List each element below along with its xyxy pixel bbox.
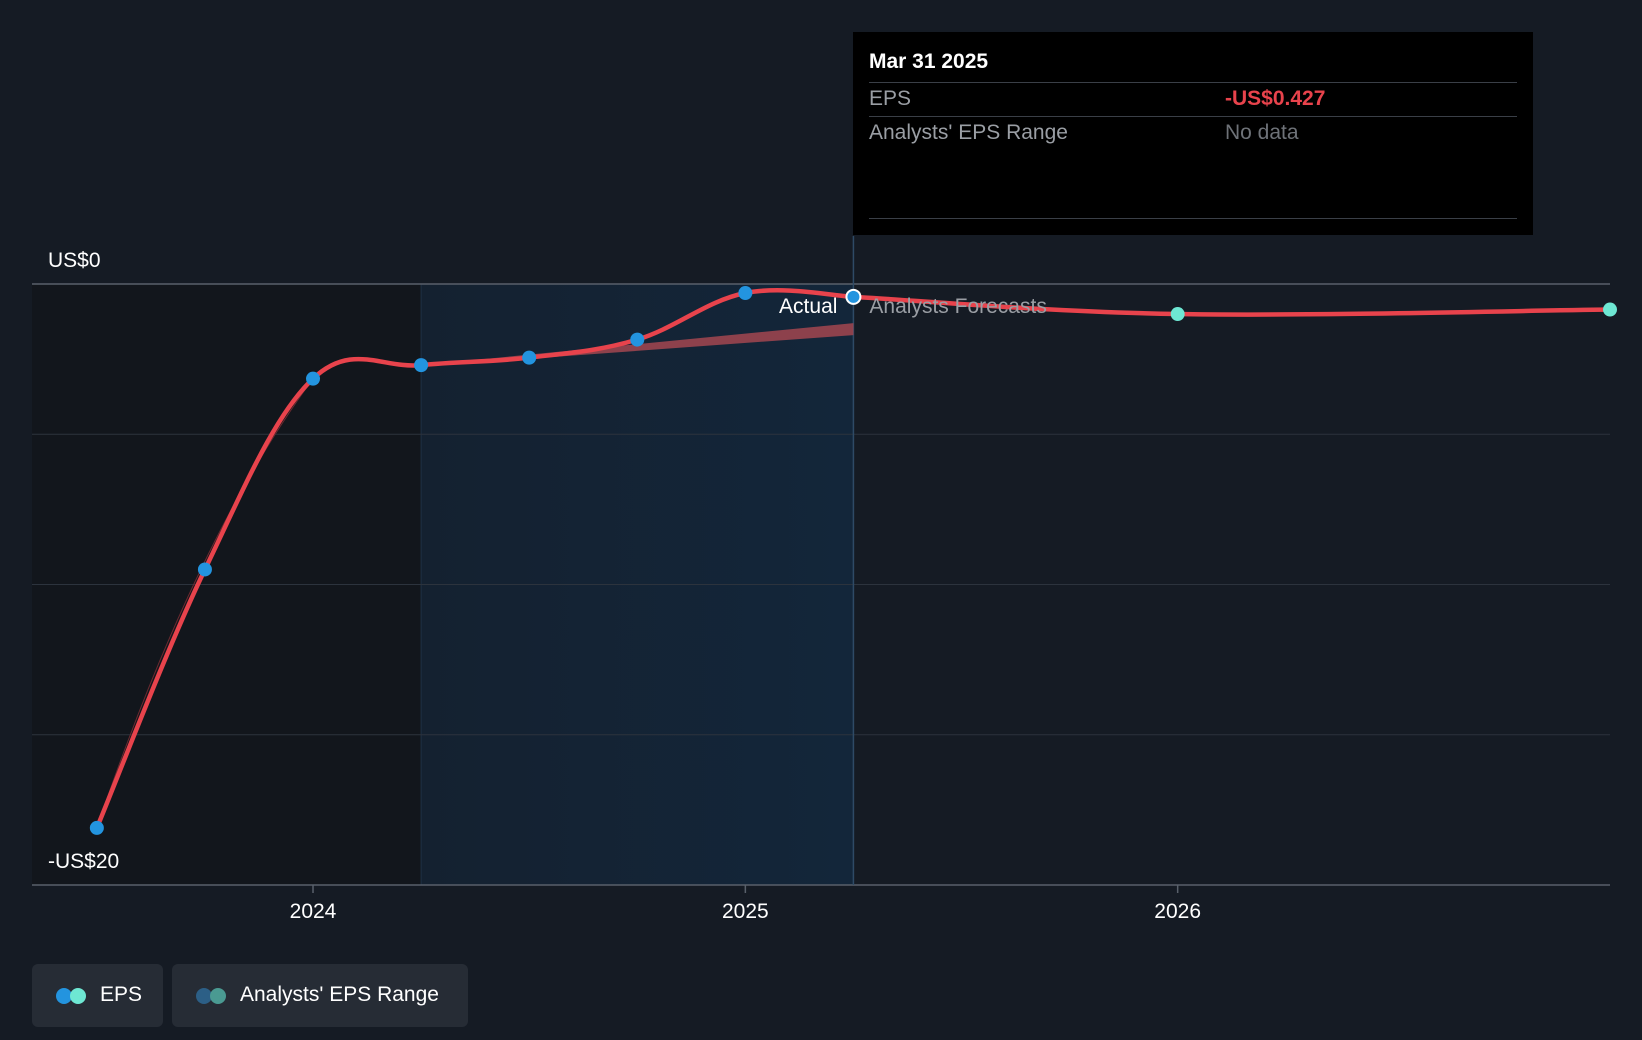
eps-point-actual[interactable] bbox=[522, 350, 537, 365]
tooltip-range-value: No data bbox=[1225, 121, 1299, 144]
eps-point-actual[interactable] bbox=[89, 820, 104, 835]
y-axis-top-label: US$0 bbox=[48, 249, 101, 272]
eps-point-actual[interactable] bbox=[306, 371, 321, 386]
tooltip-divider bbox=[869, 82, 1517, 83]
eps-point-forecast[interactable] bbox=[1603, 302, 1617, 317]
tooltip-divider bbox=[869, 218, 1517, 219]
y-axis-bottom-label: -US$20 bbox=[48, 850, 119, 873]
eps-point-selected[interactable] bbox=[845, 288, 862, 305]
eps-point-actual[interactable] bbox=[630, 332, 645, 347]
legend-analyst-range[interactable]: Analysts' EPS Range bbox=[172, 964, 468, 1027]
actual-region-label: Actual bbox=[779, 295, 837, 318]
forecast-region-label: Analysts Forecasts bbox=[869, 295, 1046, 318]
x-tick-label: 2025 bbox=[722, 900, 769, 923]
legend-range-icon bbox=[196, 988, 226, 1004]
legend-eps-dot-forecast bbox=[70, 988, 86, 1004]
x-tick-label: 2024 bbox=[290, 900, 337, 923]
tooltip-eps-label: EPS bbox=[869, 87, 912, 110]
tooltip-eps-value: -US$0.427 bbox=[1225, 87, 1326, 110]
x-tick-label: 2026 bbox=[1154, 900, 1201, 923]
legend-eps-icon bbox=[56, 988, 86, 1004]
legend-range-label: Analysts' EPS Range bbox=[240, 983, 439, 1006]
legend-eps-label: EPS bbox=[100, 983, 143, 1006]
tooltip-divider bbox=[869, 116, 1517, 117]
eps-point-forecast[interactable] bbox=[1170, 307, 1185, 322]
tooltip: Mar 31 2025 EPS -US$0.427 Analysts' EPS … bbox=[853, 32, 1533, 235]
legend-range-dot-forecast bbox=[210, 988, 226, 1004]
tooltip-range-label: Analysts' EPS Range bbox=[869, 121, 1068, 144]
eps-point-actual[interactable] bbox=[414, 358, 429, 373]
eps-point-actual[interactable] bbox=[197, 562, 212, 577]
legend-eps-dot-actual bbox=[56, 988, 72, 1004]
legend-eps[interactable]: EPS bbox=[32, 964, 163, 1027]
tooltip-date: Mar 31 2025 bbox=[869, 50, 989, 73]
eps-point-actual[interactable] bbox=[738, 286, 753, 301]
legend-range-dot-actual bbox=[196, 988, 212, 1004]
